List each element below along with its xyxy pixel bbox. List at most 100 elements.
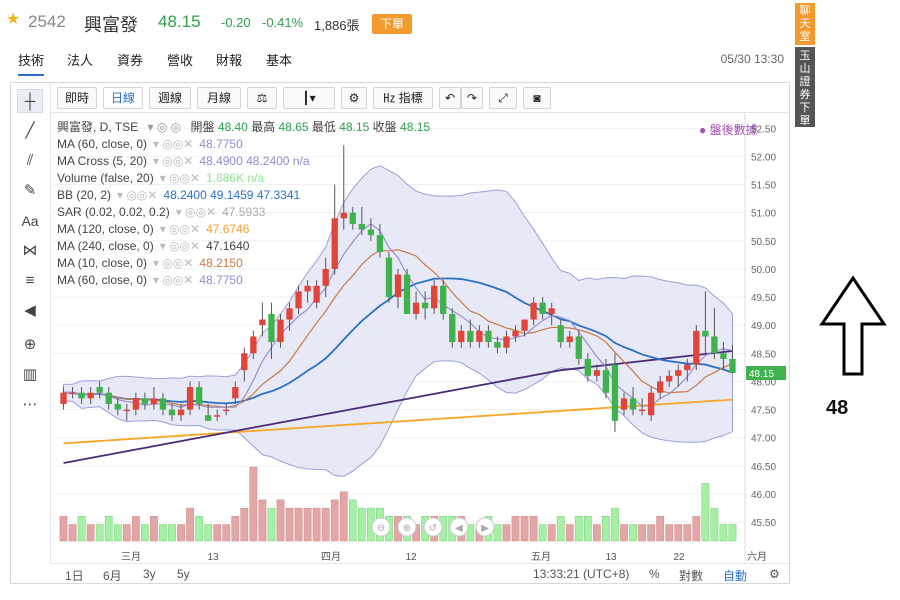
indicator-values: 47.5933 (222, 205, 266, 219)
log-scale-toggle[interactable]: 對數 (679, 569, 704, 583)
zoom-in-icon[interactable]: ⊕ (23, 336, 37, 353)
indicator-label[interactable]: SAR (0.02, 0.02, 0.2) (57, 205, 170, 219)
tab-technical[interactable]: 技術 (18, 50, 45, 76)
y-tick-label: 48.50 (751, 349, 776, 360)
chat-room-tab[interactable]: 聊天室 (795, 3, 815, 45)
indicator-controls-icon[interactable]: ▾ ◎◎✕ (153, 154, 194, 168)
volume-bar (620, 524, 628, 542)
indicator-label[interactable]: MA (120, close, 0) (57, 222, 154, 236)
candle-body (123, 409, 130, 412)
range-5y-button[interactable]: 5y (177, 567, 190, 581)
range-6m-button[interactable]: 6月 (103, 569, 122, 583)
y-tick-label: 51.00 (751, 209, 776, 220)
indicator-label[interactable]: MA (240, close, 0) (57, 239, 154, 253)
volume-bar (719, 524, 728, 542)
price-chart[interactable]: 52.50 52.00 51.50 51.00 50.50 50.00 49.50 49.00… (51, 113, 789, 563)
indicator-controls-icon[interactable]: ▾ ◎◎✕ (159, 222, 201, 236)
volume-bar (95, 524, 104, 542)
indicator-controls-icon[interactable]: ▾ ◎◎✕ (153, 137, 194, 151)
candle-body (250, 336, 257, 354)
indicator-label[interactable]: MA Cross (5, 20) (57, 154, 148, 168)
volume-bar (104, 516, 113, 542)
x-tick-label: 六月 (747, 551, 767, 563)
volume-bar (583, 516, 592, 542)
indicator-label[interactable]: MA (60, close, 0) (57, 273, 148, 287)
y-tick-label: 47.00 (751, 434, 776, 445)
interval-daily-button[interactable]: 日線 (103, 87, 143, 109)
redo-icon[interactable]: ↷ (461, 87, 483, 109)
percent-scale-toggle[interactable]: % (649, 567, 660, 581)
after-hours-link[interactable]: ● 盤後數據 (699, 123, 758, 137)
y-tick-label: 46.00 (751, 490, 776, 501)
arrow-left-icon[interactable]: ◀ (24, 302, 36, 319)
volume-bar (520, 516, 529, 542)
indicator-controls-icon[interactable]: ▾ ◎◎✕ (159, 171, 201, 185)
camera-icon[interactable]: ◙ (523, 87, 551, 109)
candle-body (331, 218, 338, 269)
settings-gear-icon[interactable]: ⚙ (341, 87, 367, 109)
indicator-controls-icon[interactable]: ▾ ◎◎✕ (117, 188, 158, 202)
fullscreen-icon[interactable]: ⤢ (489, 87, 517, 109)
volume-bar (656, 516, 665, 542)
indicator-label[interactable]: BB (20, 2) (57, 188, 112, 202)
tab-margin[interactable]: 資券 (117, 53, 144, 68)
indicator-controls-icon[interactable]: ▾ ◎◎✕ (153, 256, 194, 270)
candle-body (132, 398, 140, 410)
range-3y-button[interactable]: 3y (143, 567, 156, 581)
brush-icon[interactable]: ✎ (23, 182, 37, 199)
favorite-star-icon[interactable]: ★ (6, 11, 21, 28)
indicator-values: 48.4900 48.2400 n/a (199, 154, 310, 168)
tab-financials[interactable]: 財報 (216, 53, 243, 68)
candle-body (503, 336, 510, 348)
y-tick-label: 46.50 (751, 462, 776, 473)
broker-order-tab[interactable]: 玉山證券下單 (795, 47, 815, 127)
indicator-label[interactable]: Volume (false, 20) (57, 171, 154, 185)
indicator-controls-icon[interactable]: ▾ ◎◎✕ (159, 239, 201, 253)
quote-datetime: 05/30 13:30 (720, 52, 784, 66)
fib-icon[interactable]: ≡ (25, 272, 35, 289)
interval-monthly-button[interactable]: 月線 (197, 87, 241, 109)
indicator-label[interactable]: MA (10, close, 0) (57, 256, 148, 270)
interval-weekly-button[interactable]: 週線 (149, 87, 191, 109)
candle-body (620, 398, 628, 410)
volume-bar (611, 507, 619, 542)
volume-bar (68, 524, 77, 542)
candle-body (539, 302, 546, 314)
legend-title[interactable]: 興富發, D, TSE (57, 120, 139, 134)
place-order-button[interactable]: 下單 (372, 14, 412, 34)
auto-scale-toggle[interactable]: 自動 (723, 569, 748, 583)
more-icon[interactable]: ⋯ (22, 396, 38, 413)
tab-revenue[interactable]: 營收 (167, 53, 194, 68)
candle-body (629, 398, 637, 410)
interval-realtime-button[interactable]: 即時 (57, 87, 97, 109)
crosshair-icon[interactable]: ┼ (17, 89, 43, 113)
tab-basic[interactable]: 基本 (266, 53, 293, 68)
candle-body (286, 308, 293, 320)
price-change: -0.20 (221, 15, 251, 30)
candle-body (675, 370, 682, 376)
trend-line-icon[interactable]: ╱ (25, 122, 35, 139)
compare-scale-icon[interactable]: ⚖ (247, 87, 277, 109)
chart-settings-icon[interactable]: ⚙ (769, 567, 780, 581)
tab-institutional[interactable]: 法人 (67, 53, 94, 68)
candle-body (376, 235, 384, 253)
indicators-button[interactable]: ㎐ 指標 (373, 87, 433, 109)
indicator-label[interactable]: MA (60, close, 0) (57, 137, 148, 151)
volume-bar (249, 466, 258, 542)
chart-nav-glyph: ⊖ (377, 523, 385, 534)
undo-icon[interactable]: ↶ (439, 87, 461, 109)
volume-bar (122, 524, 131, 542)
range-1d-button[interactable]: 1日 (65, 569, 84, 583)
chart-type-candle-icon[interactable]: ┃▾ (283, 87, 335, 109)
indicator-controls-icon[interactable]: ▾ ◎◎✕ (175, 205, 217, 219)
candle-body (105, 392, 112, 404)
parallel-lines-icon[interactable]: ⫽ (26, 152, 34, 169)
legend-indicator-row: MA (60, close, 0) ▾ ◎◎✕ 48.7750 (57, 272, 657, 289)
measure-icon[interactable]: ▥ (22, 366, 38, 383)
indicator-controls-icon[interactable]: ▾ ◎◎✕ (153, 273, 194, 287)
candle-body (277, 319, 284, 343)
pattern-icon[interactable]: ⋈ (22, 242, 38, 259)
indicator-values: 47.6746 (206, 222, 250, 236)
candle-body (313, 285, 320, 303)
text-tool-icon[interactable]: Aa (21, 213, 39, 229)
